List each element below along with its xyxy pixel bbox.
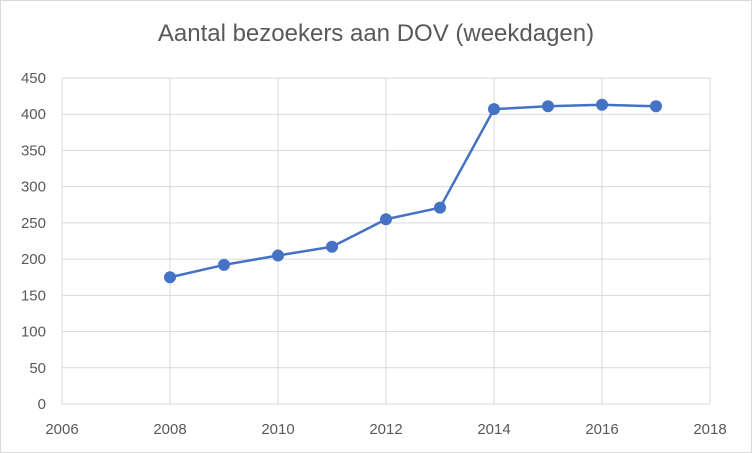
data-point <box>272 249 284 262</box>
data-point <box>164 271 176 284</box>
y-tick-label: 300 <box>21 179 46 196</box>
chart-title: Aantal bezoekers aan DOV (weekdagen) <box>157 20 595 47</box>
x-tick-label: 2016 <box>585 421 618 438</box>
x-tick-label: 2010 <box>261 421 294 438</box>
data-point <box>542 100 554 113</box>
data-point <box>218 258 230 271</box>
data-point <box>488 103 500 116</box>
y-tick-label: 250 <box>21 215 46 232</box>
y-tick-label: 200 <box>21 251 46 268</box>
x-tick-label: 2018 <box>693 421 726 438</box>
y-tick-label: 50 <box>29 360 46 377</box>
data-point <box>380 213 392 226</box>
y-tick-label: 450 <box>21 70 46 87</box>
y-tick-label: 100 <box>21 324 46 341</box>
x-tick-label: 2006 <box>45 421 78 438</box>
x-tick-label: 2008 <box>153 421 186 438</box>
data-point <box>326 240 338 253</box>
data-point <box>596 98 608 111</box>
y-tick-label: 0 <box>38 396 46 413</box>
data-point <box>434 201 446 214</box>
series-line <box>169 103 657 279</box>
x-tick-label: 2014 <box>477 421 510 438</box>
data-point <box>650 100 662 113</box>
x-tick-label: 2012 <box>369 421 402 438</box>
y-tick-label: 400 <box>21 106 46 123</box>
y-tick-label: 350 <box>21 142 46 159</box>
y-tick-label: 150 <box>21 287 46 304</box>
